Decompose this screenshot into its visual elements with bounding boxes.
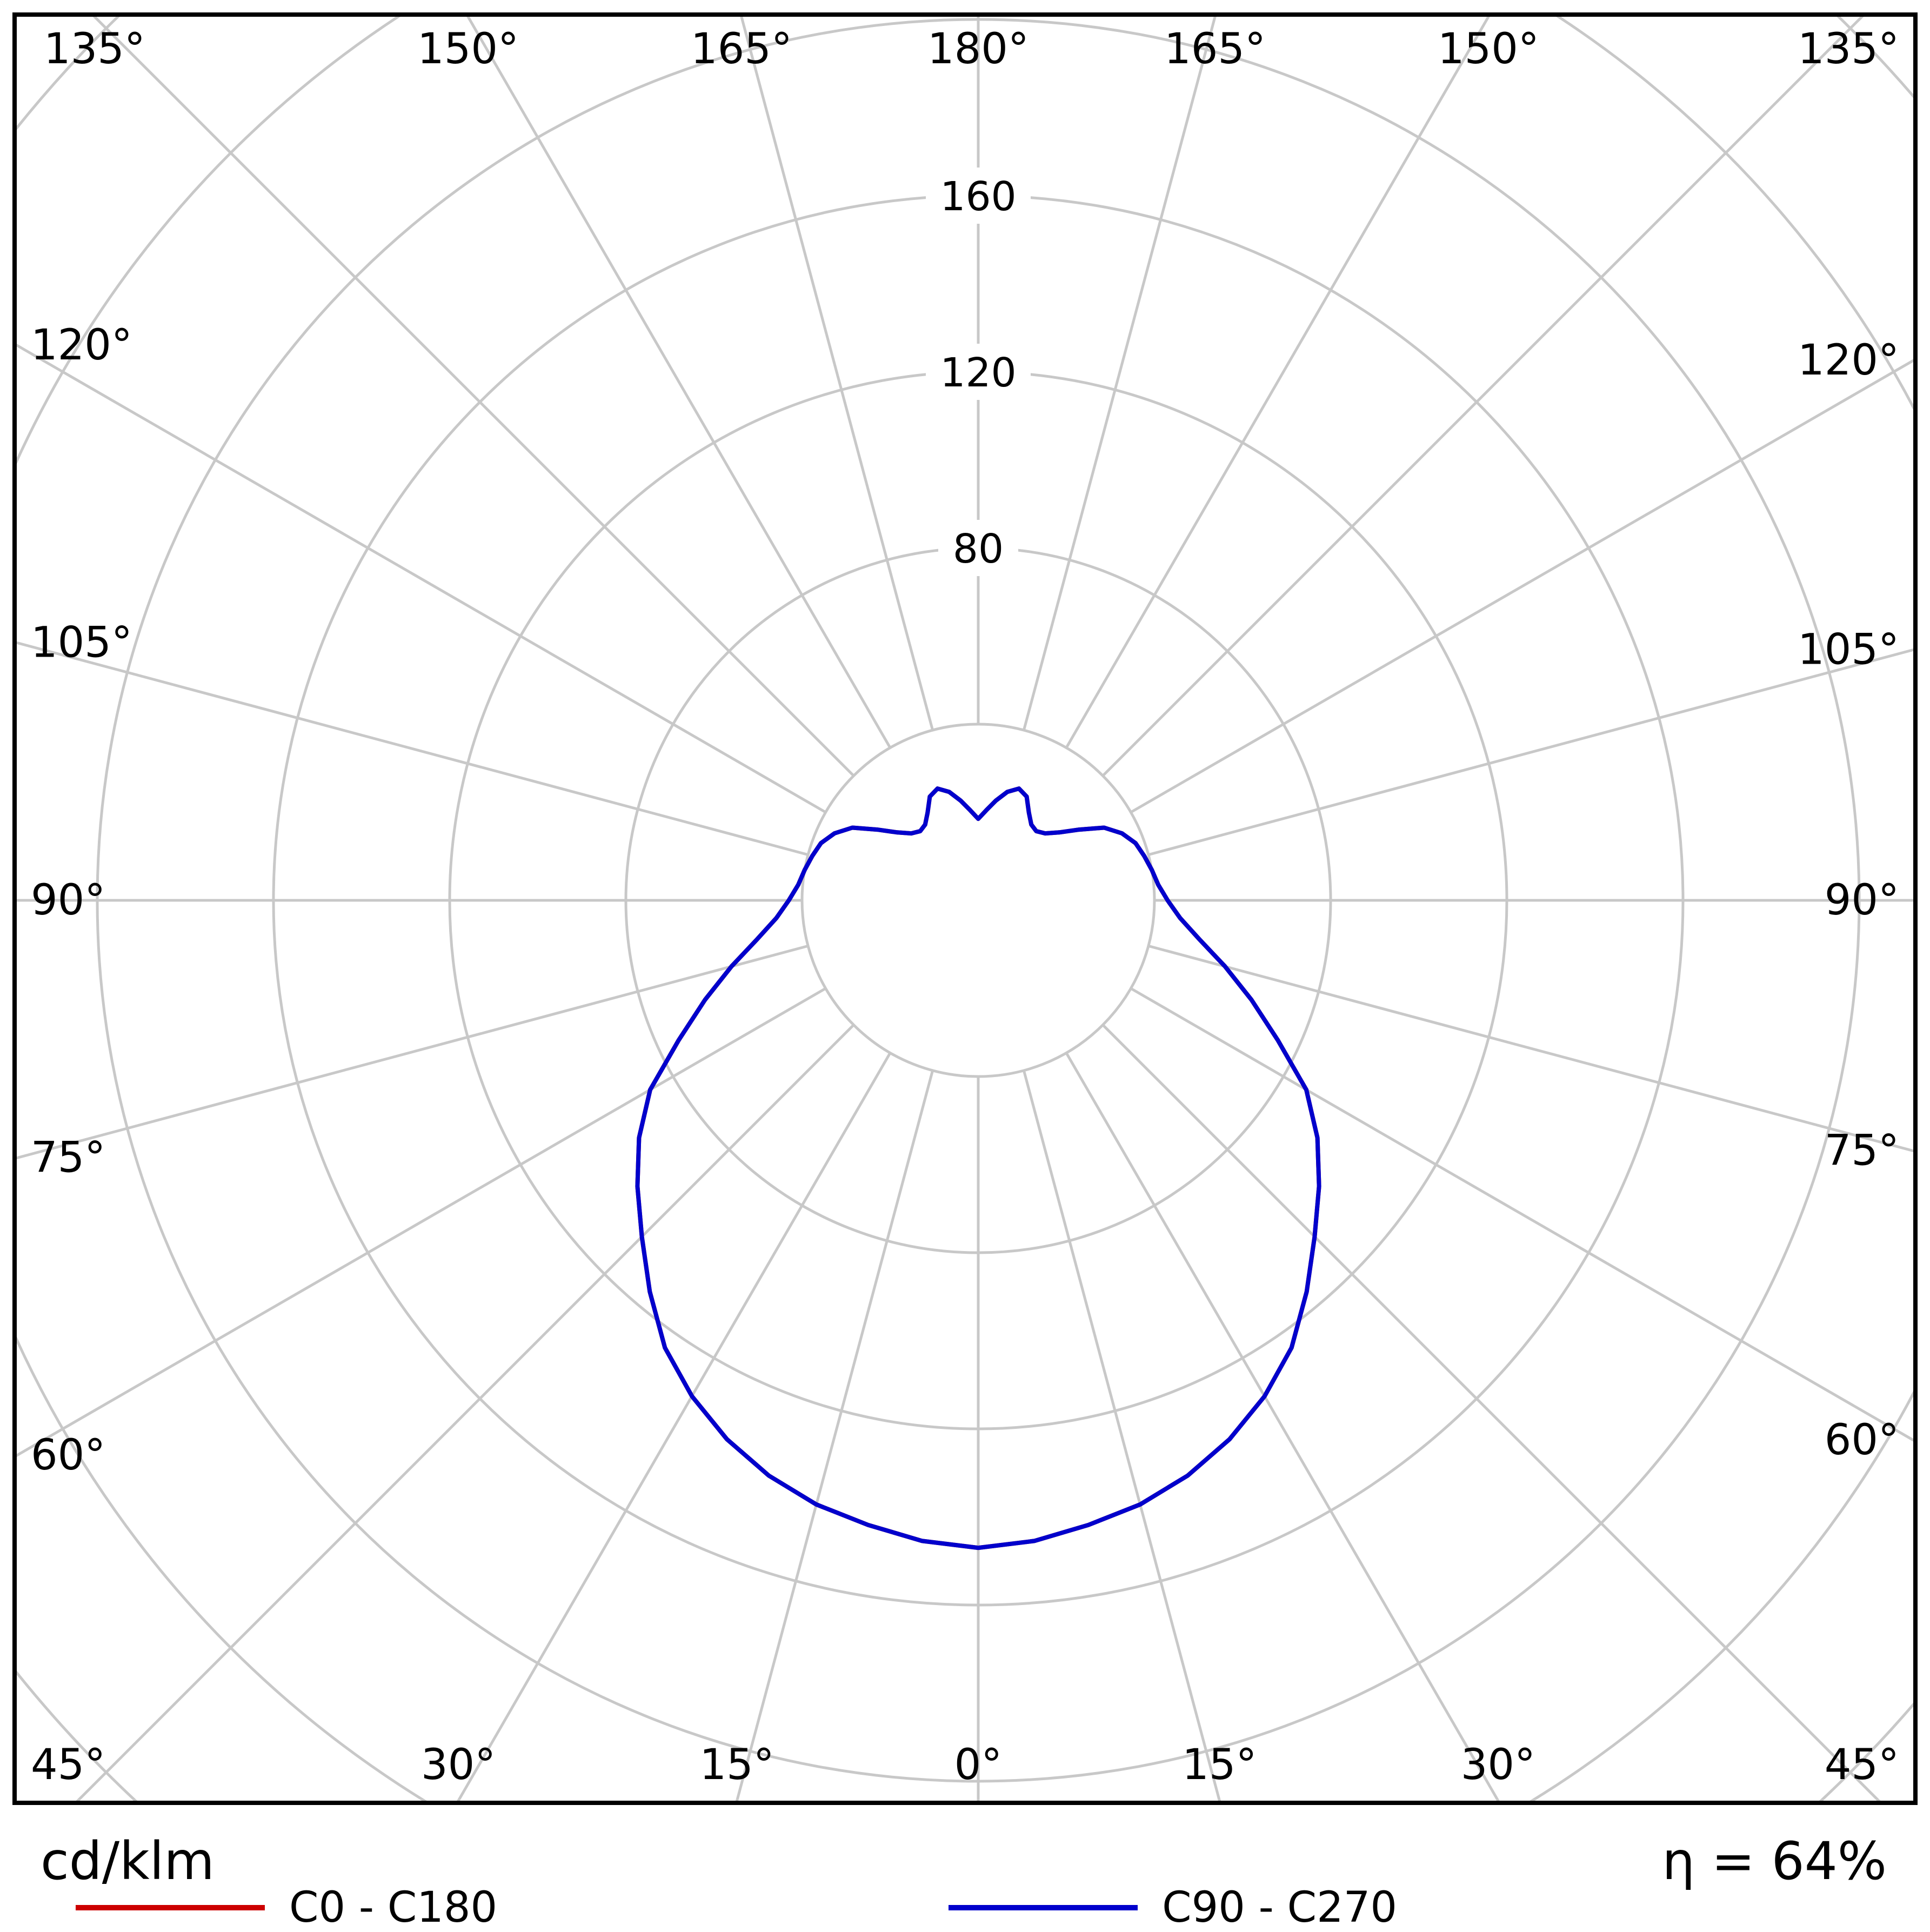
angle-tick-label: 15° [699,1741,774,1789]
grid-spoke [1148,648,1913,857]
grid-spoke [1022,1070,1221,1801]
grid-spoke [76,1024,855,1801]
legend-label-c90-c270: C90 - C270 [1162,1883,1397,1932]
angle-tick-label: 180° [927,25,1029,73]
grid-spoke [736,1070,934,1801]
grid-spoke [1130,359,1913,814]
ring-label-chip [926,168,1031,224]
angle-tick-label: 120° [31,321,132,370]
grid-spoke [1101,17,1864,777]
grid-spoke [17,944,809,1160]
grid-spoke [17,641,809,857]
angle-tick-label: 0° [954,1741,1003,1789]
angle-tick-label: 135° [1798,25,1899,73]
ring-label-chip [938,520,1018,576]
ring-labels: 80 120 160 [926,168,1031,576]
angle-tick-label: 75° [1825,1127,1899,1175]
legend-item-c0-c180: C0 - C180 [76,1883,497,1932]
ring-label: 160 [940,173,1016,220]
angle-tick-label: 75° [31,1134,105,1182]
c90-c270-line-swatch [949,1905,1138,1910]
ring-label: 120 [940,350,1016,396]
legend-label-c0-c180: C0 - C180 [289,1883,498,1932]
angle-tick-label: 105° [1798,625,1899,674]
units-label: cd/klm [41,1831,215,1891]
grid-spoke [17,987,826,1457]
angle-tick-label: 60° [31,1431,105,1480]
angle-tick-label: 150° [417,25,519,73]
angle-tick-label: 60° [1825,1416,1899,1465]
grid-spoke [457,1052,892,1801]
angle-tick-label: 135° [44,25,145,73]
grid-spoke [466,17,892,748]
angle-tick-label: 45° [31,1741,105,1789]
grid-spoke [1022,17,1217,731]
angle-tick-label: 105° [31,618,132,667]
angle-tick-label: 150° [1438,25,1539,73]
ring-label: 80 [953,526,1004,572]
grid-spoke [17,344,826,814]
efficiency-label: η = 64% [1662,1831,1887,1891]
angle-tick-label: 45° [1825,1741,1899,1789]
grid-spoke [1148,944,1913,1153]
grid-spoke [92,17,855,777]
angle-tick-label: 30° [1461,1741,1535,1789]
angle-tick-label: 90° [31,876,105,925]
angle-tick-label: 30° [421,1741,496,1789]
angle-labels: 0° 15° 30° 45° 60° 75° 90° 105° 120° 135° 150° 165°… [31,25,1899,1789]
grid-spoke [1065,17,1490,748]
chart-frame-border [12,12,1918,1805]
angle-tick-label: 165° [1164,25,1266,73]
angle-tick-label: 120° [1798,336,1899,385]
grid-spoke [740,17,934,731]
angle-tick-label: 15° [1182,1741,1257,1789]
ring-label-chip [926,344,1031,400]
grid-spoke [1130,987,1913,1442]
angle-tick-label: 90° [1825,876,1899,925]
angle-tick-label: 165° [691,25,792,73]
c0-c180-line-swatch [76,1905,265,1910]
grid-ring [800,723,1156,1078]
c90-c270-curve [635,786,1321,1550]
legend-item-c90-c270: C90 - C270 [949,1883,1397,1932]
grid-spoke [1101,1024,1881,1801]
grid-spoke [1065,1052,1500,1801]
legend: C0 - C180 C90 - C270 [76,1883,1397,1932]
footer-row: cd/klm η = 64% [41,1831,1887,1891]
